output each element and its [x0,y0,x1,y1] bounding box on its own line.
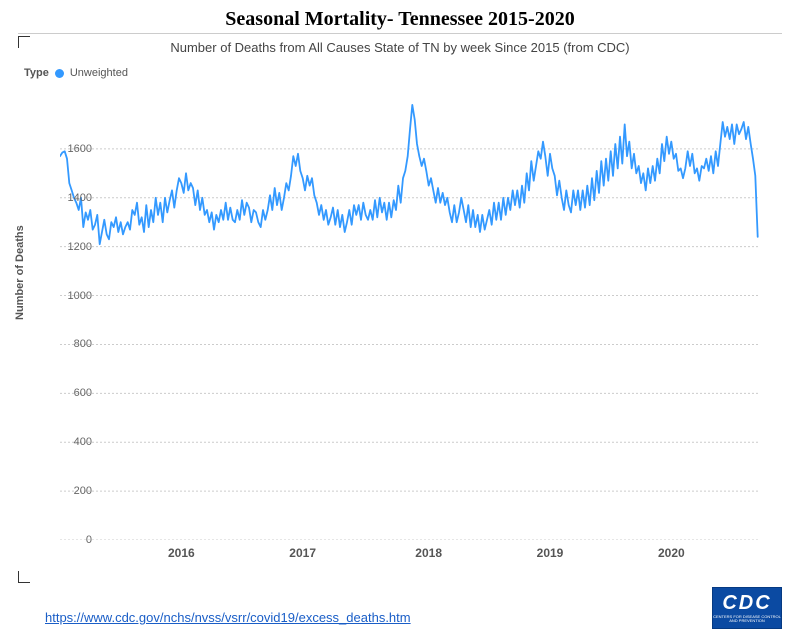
y-tick-label: 400 [52,436,92,448]
cdc-logo: CDC CENTERS FOR DISEASE CONTROL AND PREV… [712,587,782,629]
x-tick-label: 2018 [415,546,442,560]
cdc-logo-subtext: CENTERS FOR DISEASE CONTROL AND PREVENTI… [713,615,781,624]
legend-type-label: Type [24,67,49,79]
y-tick-label: 600 [52,387,92,399]
x-tick-label: 2017 [289,546,316,560]
y-tick-label: 1000 [52,290,92,302]
x-tick-label: 2016 [168,546,195,560]
source-link[interactable]: https://www.cdc.gov/nchs/nvss/vsrr/covid… [45,610,411,625]
chart-subtitle: Number of Deaths from All Causes State o… [0,34,800,57]
y-tick-label: 800 [52,338,92,350]
chart-area [60,100,760,540]
x-tick-label: 2020 [658,546,685,560]
y-tick-label: 200 [52,485,92,497]
corner-decoration-tl [18,36,30,48]
legend-series-label: Unweighted [70,67,128,79]
legend: Type Unweighted [0,57,800,79]
corner-decoration-bl [18,571,30,583]
y-tick-label: 0 [52,534,92,546]
y-axis-label: Number of Deaths [14,225,26,320]
y-tick-label: 1200 [52,241,92,253]
legend-dot-icon [55,69,64,78]
line-chart [60,100,760,540]
x-tick-label: 2019 [537,546,564,560]
main-title: Seasonal Mortality- Tennessee 2015-2020 [0,0,800,31]
y-tick-label: 1600 [52,143,92,155]
y-tick-label: 1400 [52,192,92,204]
cdc-logo-text: CDC [722,593,771,613]
